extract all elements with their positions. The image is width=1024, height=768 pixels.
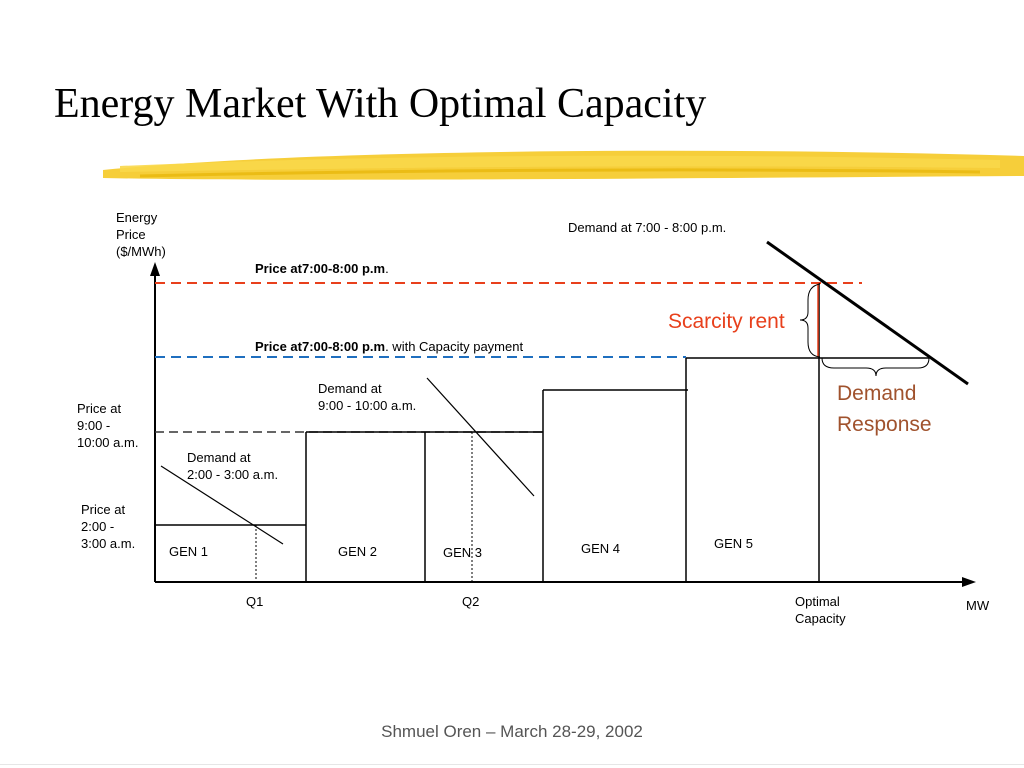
x-axis-arrow xyxy=(962,577,976,587)
axes xyxy=(150,262,976,587)
y-axis-label-2: Price xyxy=(116,227,146,242)
demand-response-label-1: Demand xyxy=(837,382,916,405)
gen3-label: GEN 3 xyxy=(443,545,482,560)
morning-price-label-1: Price at xyxy=(77,401,121,416)
y-axis-arrow xyxy=(150,262,160,276)
capacity-price-label: Price at7:00-8:00 p.m. with Capacity pay… xyxy=(255,339,523,354)
highlight-stroke xyxy=(103,150,1024,180)
y-axis-label-1: Energy xyxy=(116,210,158,225)
x-axis-label: MW xyxy=(966,598,990,613)
demand-night-label-1: Demand at xyxy=(187,450,251,465)
demand-night-label-2: 2:00 - 3:00 a.m. xyxy=(187,467,278,482)
demand-curve-morning xyxy=(426,377,535,497)
gen2-label: GEN 2 xyxy=(338,544,377,559)
night-price-label-1: Price at xyxy=(81,502,125,517)
optimal-capacity-label-2: Capacity xyxy=(795,611,846,626)
demand-morning-label-2: 9:00 - 10:00 a.m. xyxy=(318,398,416,413)
demand-morning-label-1: Demand at xyxy=(318,381,382,396)
supply-curve xyxy=(155,283,929,582)
morning-price-label-3: 10:00 a.m. xyxy=(77,435,138,450)
gen5-label: GEN 5 xyxy=(714,536,753,551)
scarcity-price-label: Price at7:00-8:00 p.m. xyxy=(255,261,389,276)
scarcity-rent-brace xyxy=(799,283,821,358)
morning-price-label-2: 9:00 - xyxy=(77,418,110,433)
demand-response-label-2: Response xyxy=(837,413,932,436)
y-axis-label-3: ($/MWh) xyxy=(116,244,166,259)
gen4-label: GEN 4 xyxy=(581,541,620,556)
demand-response-brace xyxy=(821,357,930,377)
gen1-label: GEN 1 xyxy=(169,544,208,559)
scarcity-rent-label: Scarcity rent xyxy=(668,310,785,333)
optimal-capacity-label-1: Optimal xyxy=(795,594,840,609)
night-price-label-3: 3:00 a.m. xyxy=(81,536,135,551)
demand-curve-evening xyxy=(766,240,969,386)
demand-curve-night xyxy=(160,465,284,545)
q1-label: Q1 xyxy=(246,594,263,609)
footer-divider xyxy=(0,764,1024,765)
q2-label: Q2 xyxy=(462,594,479,609)
slide-footer: Shmuel Oren – March 28-29, 2002 xyxy=(381,722,643,741)
demand-evening-label: Demand at 7:00 - 8:00 p.m. xyxy=(568,220,726,235)
night-price-label-2: 2:00 - xyxy=(81,519,114,534)
slide-title: Energy Market With Optimal Capacity xyxy=(54,81,707,127)
